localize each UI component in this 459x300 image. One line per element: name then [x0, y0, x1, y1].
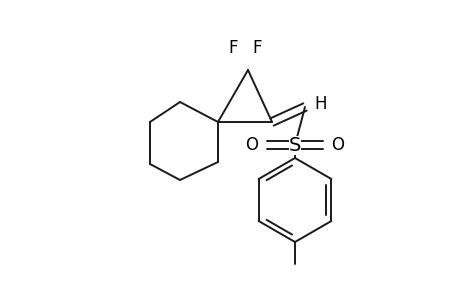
Text: F: F [252, 39, 261, 57]
Text: S: S [288, 136, 301, 154]
Text: O: O [245, 136, 258, 154]
Text: O: O [331, 136, 344, 154]
Text: F: F [228, 39, 237, 57]
Text: H: H [314, 95, 326, 113]
